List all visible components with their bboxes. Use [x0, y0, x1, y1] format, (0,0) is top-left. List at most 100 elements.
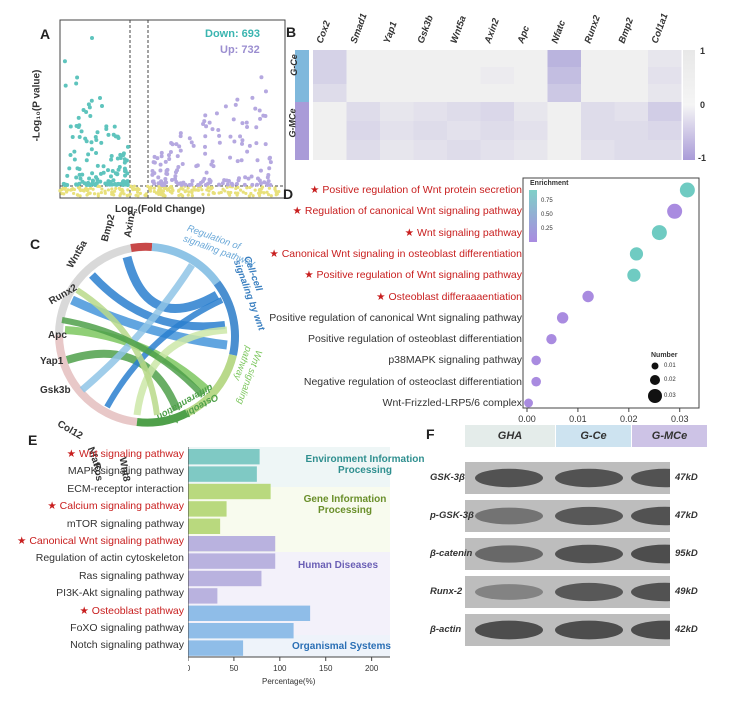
kegg-term-0: ★ Wnt signaling pathway: [67, 448, 184, 460]
heatmap-cell: [380, 121, 414, 140]
heatmap-cell: [447, 67, 481, 84]
heatmap-cell: [547, 140, 581, 160]
heatmap-cell: [480, 84, 514, 102]
heatmap-cell: [547, 84, 581, 102]
go-term-7: Positive regulation of osteoblast differ…: [308, 333, 522, 345]
heatmap-cell: [447, 50, 481, 67]
e-xtick: 50: [229, 664, 238, 673]
heatmap-cell: [648, 50, 682, 67]
heatmap-gene-runx2: Runx2: [582, 13, 603, 45]
kegg-term-6: Regulation of actin cytoskeleton: [36, 552, 184, 564]
heatmap-cell: [581, 50, 615, 67]
go-term-4: ★ Positive regulation of Wnt signaling p…: [304, 269, 522, 281]
enrichment-legend-title: Enrichment: [530, 180, 569, 187]
heatmap-gene-bmp2: Bmp2: [616, 16, 636, 45]
e-xtick: 0: [188, 664, 191, 673]
go-dot: [651, 225, 667, 241]
kegg-term-label: Notch signaling pathway: [70, 639, 184, 652]
d-xtick: 0.00: [518, 414, 536, 424]
go-term-label: p38MAPK signaling pathway: [388, 354, 522, 367]
heatmap-cell: [614, 102, 648, 121]
wb-size-4: 42kD: [675, 624, 698, 635]
wb-header-gha: GHA: [465, 425, 555, 447]
heatmap-gene-yap1: Yap1: [381, 20, 400, 45]
kegg-term-label: MAPK signaling pathway: [67, 465, 184, 478]
wb-band: [555, 620, 623, 640]
kegg-term-label: Calcium signaling pathway: [59, 500, 184, 513]
heatmap-cell: [380, 84, 414, 102]
kegg-bar: [188, 536, 276, 552]
d-xtick: 0.01: [569, 414, 587, 424]
category-env: Environment Information Processing: [305, 454, 425, 476]
panel-e-label: E: [28, 432, 38, 448]
heatmap-cell: [313, 102, 347, 121]
kegg-bar: [188, 605, 311, 621]
go-term-label: Positive regulation of canonical Wnt sig…: [269, 311, 522, 324]
go-term-label: Negative regulation of osteoclast differ…: [303, 375, 522, 388]
star-icon: ★: [269, 247, 282, 260]
kegg-term-11: Notch signaling pathway: [70, 639, 184, 651]
chord-gene-yap1: Yap1: [40, 356, 64, 367]
star-icon: ★: [304, 269, 317, 282]
heatmap-cell: [380, 67, 414, 84]
wb-band: [475, 468, 543, 488]
heatmap-cell: [346, 84, 380, 102]
kegg-bar: [188, 483, 271, 500]
chord-gene-gsk3b: Gsk3b: [40, 385, 71, 396]
category-human: Human Diseases: [298, 560, 379, 571]
go-dot: [679, 182, 695, 198]
go-dot: [582, 290, 594, 303]
wb-size-2: 95kD: [675, 548, 698, 559]
heatmap-cell: [648, 121, 682, 140]
kegg-bar: [188, 501, 227, 517]
heatmap-gene-gsk3b: Gsk3b: [415, 13, 436, 45]
heatmap: [295, 50, 695, 160]
wb-band: [555, 468, 623, 488]
kegg-term-label: Wnt signaling pathway: [78, 448, 184, 460]
kegg-bar: [188, 588, 218, 604]
kegg-xlabel: Percentage(%): [262, 677, 316, 686]
heatmap-cell: [313, 67, 347, 84]
go-dot: [629, 247, 644, 261]
enrichment-tick-075: 0.75: [541, 198, 553, 204]
go-term-label: Wnt signaling pathway: [416, 226, 522, 239]
enrichment-tick-050: 0.50: [541, 212, 553, 218]
d-xtick: 0.03: [671, 414, 689, 424]
go-term-2: ★ Wnt signaling pathway: [405, 227, 522, 239]
wb-band: [555, 544, 623, 564]
heatmap-cell: [480, 140, 514, 160]
heatmap-gene-smad1: Smad1: [348, 11, 370, 45]
heatmap-cell: [547, 102, 581, 121]
chord-diagram: [54, 242, 239, 427]
heatmap-cell: [614, 50, 648, 67]
go-term-5: ★ Osteoblast differaaaentiation: [376, 291, 522, 303]
down-count-label: Down: 693: [205, 28, 261, 40]
kegg-term-10: FoXO signaling pathway: [70, 622, 184, 634]
kegg-term-2: ECM-receptor interaction: [67, 483, 184, 495]
heatmap-cell: [313, 50, 347, 67]
kegg-term-label: ECM-receptor interaction: [67, 482, 184, 495]
kegg-bar: [188, 466, 257, 482]
heatmap-cell: [447, 121, 481, 140]
heatmap-cell: [480, 67, 514, 84]
kegg-bar: [188, 623, 294, 639]
go-dot: [524, 398, 533, 408]
go-term-0: ★ Positive regulation of Wnt protein sec…: [310, 184, 522, 196]
panel-f-label: F: [426, 426, 435, 442]
heatmap-cell: [547, 50, 581, 67]
wb-header-gce: G-Ce: [556, 425, 631, 447]
chord-gene-apc: Apc: [48, 330, 67, 341]
heatmap-cell: [346, 67, 380, 84]
go-term-label: Wnt-Frizzled-LRP5/6 complex: [382, 397, 522, 409]
heatmap-cell: [648, 140, 682, 160]
heatmap-cell: [380, 140, 414, 160]
wb-band: [631, 468, 670, 488]
kegg-term-8: PI3K-Akt signaling pathway: [56, 587, 184, 599]
heatmap-cell: [313, 121, 347, 140]
kegg-bar: [188, 640, 244, 656]
kegg-term-7: Ras signaling pathway: [79, 570, 184, 582]
heatmap-gene-cox2: Cox2: [314, 19, 333, 45]
heatmap-cell: [614, 121, 648, 140]
heatmap-cell: [547, 121, 581, 140]
heatmap-cell: [547, 67, 581, 84]
